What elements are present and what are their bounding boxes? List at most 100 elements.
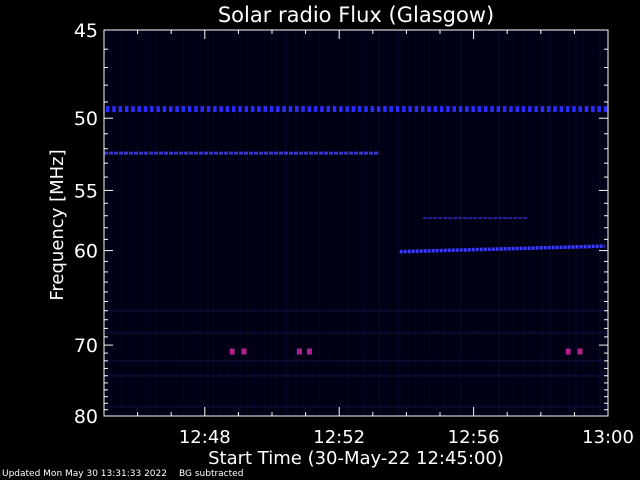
- noise-stripe: [195, 30, 196, 416]
- persistent-band-tick: [131, 106, 135, 113]
- persistent-band-tick: [288, 106, 293, 113]
- background-note: BG subtracted: [178, 469, 244, 479]
- persistent-band-tick: [521, 106, 526, 113]
- y-tick-label: 70: [74, 335, 98, 357]
- persistent-band-tick: [421, 106, 425, 113]
- persistent-band-tick: [465, 106, 469, 113]
- noise-stripe: [541, 30, 543, 416]
- noise-stripe: [599, 30, 601, 416]
- noise-stripe: [384, 30, 385, 416]
- noise-stripe: [532, 30, 533, 416]
- persistent-band-tick: [206, 106, 211, 113]
- persistent-band-tick: [225, 106, 230, 113]
- persistent-band-tick: [427, 106, 431, 113]
- persistent-band-tick: [263, 106, 267, 113]
- persistent-band-tick: [565, 106, 570, 113]
- persistent-band-tick: [534, 106, 538, 113]
- noise-stripe: [568, 30, 570, 416]
- persistent-band-tick: [389, 106, 393, 113]
- noise-stripe: [424, 30, 425, 416]
- burst-mark: [241, 348, 247, 355]
- persistent-band-tick: [181, 106, 186, 113]
- noise-stripe: [303, 30, 304, 416]
- noise-stripe: [219, 30, 220, 416]
- persistent-band-tick: [269, 106, 274, 113]
- persistent-band-tick: [351, 106, 356, 113]
- noise-stripe: [149, 30, 150, 416]
- persistent-band-tick: [257, 106, 261, 113]
- noise-stripe: [389, 30, 390, 416]
- noise-stripe: [604, 30, 605, 416]
- persistent-band-tick: [175, 106, 179, 113]
- y-tick-label: 55: [74, 180, 98, 202]
- noise-stripe: [583, 30, 585, 416]
- persistent-band-tick: [339, 106, 343, 113]
- noise-stripe: [337, 30, 338, 416]
- persistent-band-tick: [162, 106, 167, 113]
- noise-stripe: [319, 30, 320, 416]
- persistent-band-tick: [276, 106, 280, 113]
- persistent-band-tick: [515, 106, 519, 113]
- noise-stripe: [490, 30, 491, 416]
- persistent-band-tick: [169, 106, 173, 113]
- burst-mark: [296, 348, 302, 355]
- noise-stripe: [285, 30, 287, 416]
- persistent-band-tick: [332, 106, 337, 113]
- persistent-band-tick: [307, 106, 312, 113]
- noise-stripe: [513, 30, 515, 416]
- noise-stripe: [200, 30, 201, 416]
- noise-stripe: [234, 30, 235, 416]
- noise-stripe: [592, 30, 593, 416]
- persistent-band-tick: [187, 106, 192, 113]
- persistent-band-tick: [137, 106, 141, 113]
- noise-stripe: [165, 30, 166, 416]
- x-tick-label: 12:48: [179, 427, 231, 448]
- persistent-band-tick: [358, 106, 362, 113]
- persistent-band-tick: [364, 106, 368, 113]
- persistent-band-tick: [578, 106, 582, 113]
- noise-band: [104, 374, 608, 377]
- x-axis-label: Start Time (30-May-22 12:45:00): [208, 448, 504, 469]
- persistent-band-tick: [232, 106, 236, 113]
- persistent-band-tick: [106, 106, 110, 113]
- noise-stripe: [270, 30, 272, 416]
- noise-band: [104, 331, 608, 334]
- persistent-band-tick: [584, 106, 589, 113]
- noise-stripe: [498, 30, 500, 416]
- noise-band: [104, 359, 608, 362]
- chart-title: Solar radio Flux (Glasgow): [218, 3, 494, 27]
- noise-stripe: [112, 30, 113, 416]
- noise-stripe: [402, 30, 403, 416]
- x-tick-label: 12:52: [313, 427, 365, 448]
- footer: Updated Mon May 30 13:31:33 2022 BG subtr…: [2, 469, 255, 479]
- persistent-band-tick: [295, 106, 299, 113]
- burst-mark: [306, 348, 312, 355]
- persistent-band-tick: [345, 106, 349, 113]
- persistent-band-tick: [528, 106, 532, 113]
- persistent-band-tick: [156, 106, 160, 113]
- persistent-band-tick: [250, 106, 255, 113]
- burst-mark: [577, 348, 583, 355]
- burst-mark: [565, 348, 571, 355]
- persistent-band-tick: [194, 106, 198, 113]
- noise-stripe: [575, 30, 577, 416]
- persistent-band-tick: [143, 106, 148, 113]
- persistent-band-tick: [439, 106, 444, 113]
- noise-stripe: [228, 30, 229, 416]
- noise-stripe: [347, 30, 349, 416]
- noise-band: [104, 309, 608, 312]
- persistent-band-tick: [509, 106, 513, 113]
- persistent-band-tick: [540, 106, 545, 113]
- drifting-band-line: [399, 244, 605, 254]
- noise-stripe: [310, 30, 311, 416]
- persistent-band-tick: [238, 106, 242, 113]
- noise-stripe: [415, 30, 416, 416]
- plot-area: [104, 30, 608, 416]
- persistent-band-tick: [408, 106, 412, 113]
- persistent-band-tick: [370, 106, 375, 113]
- persistent-band-tick: [572, 106, 576, 113]
- noise-stripe: [476, 30, 477, 416]
- noise-stripe: [369, 30, 371, 416]
- noise-stripe: [107, 30, 109, 416]
- noise-stripe: [505, 30, 507, 416]
